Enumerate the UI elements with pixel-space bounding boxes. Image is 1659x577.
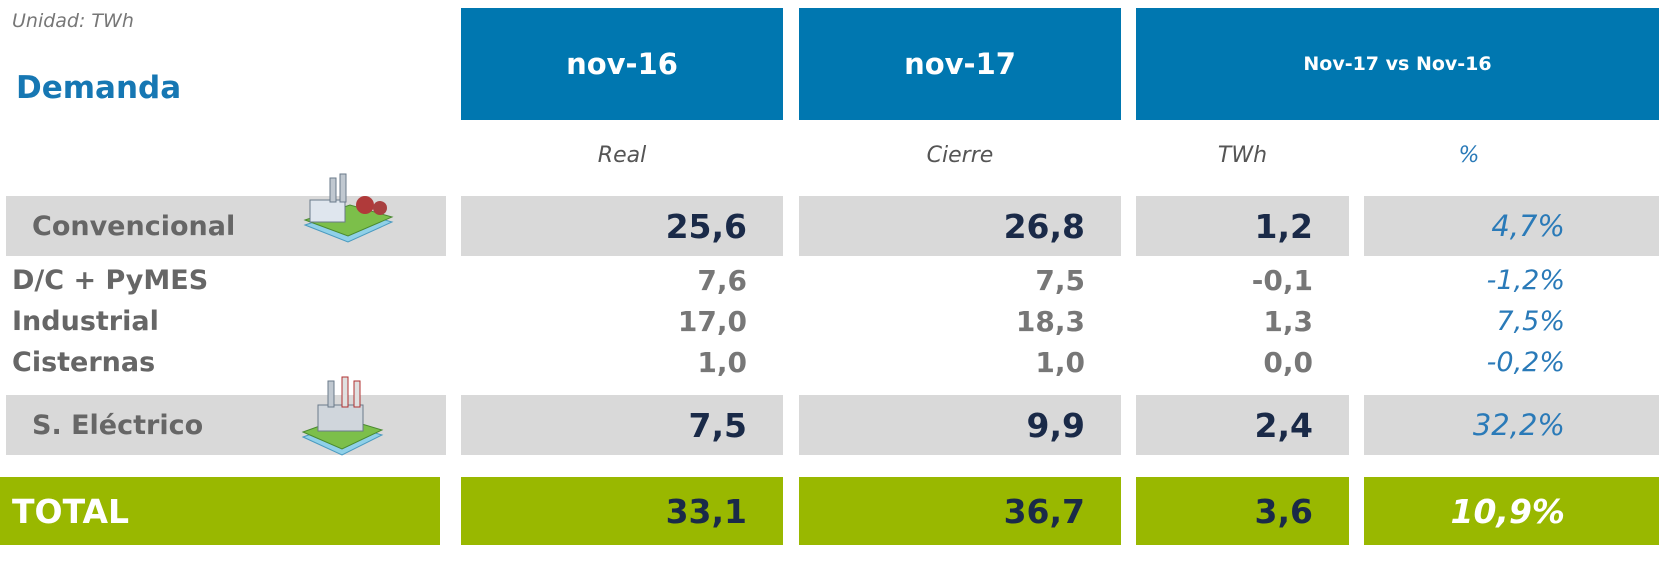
value-cell: 33,1 [461, 477, 783, 545]
subheader: % [1458, 143, 1480, 168]
value-cell: 3,6 [1136, 477, 1349, 545]
value-cell: 7,5% [1496, 305, 1565, 337]
value-cell: 1,2 [1136, 196, 1349, 256]
column-header: Nov-17 vs Nov-16 [1136, 8, 1659, 120]
subheader: Real [597, 143, 647, 168]
column-header: nov-16 [461, 8, 783, 120]
value-cell: 7,6 [697, 263, 747, 297]
value-cell: 10,9% [1364, 477, 1659, 545]
column-header: nov-17 [799, 8, 1121, 120]
value-cell: 26,8 [799, 196, 1121, 256]
industry-icon [303, 173, 394, 243]
value-cell: 7,5 [1035, 263, 1085, 297]
value-cell: 4,7% [1364, 196, 1659, 256]
value-cell: 18,3 [1015, 304, 1085, 338]
value-cell: 17,0 [677, 304, 747, 338]
value-cell: -1,2% [1486, 264, 1565, 296]
row-label: Cisternas [12, 346, 156, 378]
subheader: Cierre [926, 143, 994, 168]
value-cell: 32,2% [1364, 395, 1659, 455]
row-label: D/C + PyMES [12, 264, 209, 296]
row-label: TOTAL [0, 477, 440, 545]
value-cell: -0,1 [1251, 263, 1313, 297]
value-cell: 36,7 [799, 477, 1121, 545]
subheader: TWh [1217, 143, 1268, 168]
value-cell: 0,0 [1263, 345, 1313, 379]
row-label: Industrial [12, 305, 159, 337]
value-cell: 2,4 [1136, 395, 1349, 455]
value-cell: 1,0 [1035, 345, 1085, 379]
value-cell: 1,3 [1263, 304, 1313, 338]
value-cell: 7,5 [461, 395, 783, 455]
unit-label: Unidad: TWh [12, 10, 134, 32]
value-cell: -0,2% [1486, 346, 1565, 378]
row-label: S. Eléctrico [6, 395, 446, 455]
value-cell: 9,9 [799, 395, 1121, 455]
value-cell: 1,0 [697, 345, 747, 379]
value-cell: 25,6 [461, 196, 783, 256]
section-title: Demanda [16, 70, 182, 106]
power-icon [301, 376, 384, 456]
